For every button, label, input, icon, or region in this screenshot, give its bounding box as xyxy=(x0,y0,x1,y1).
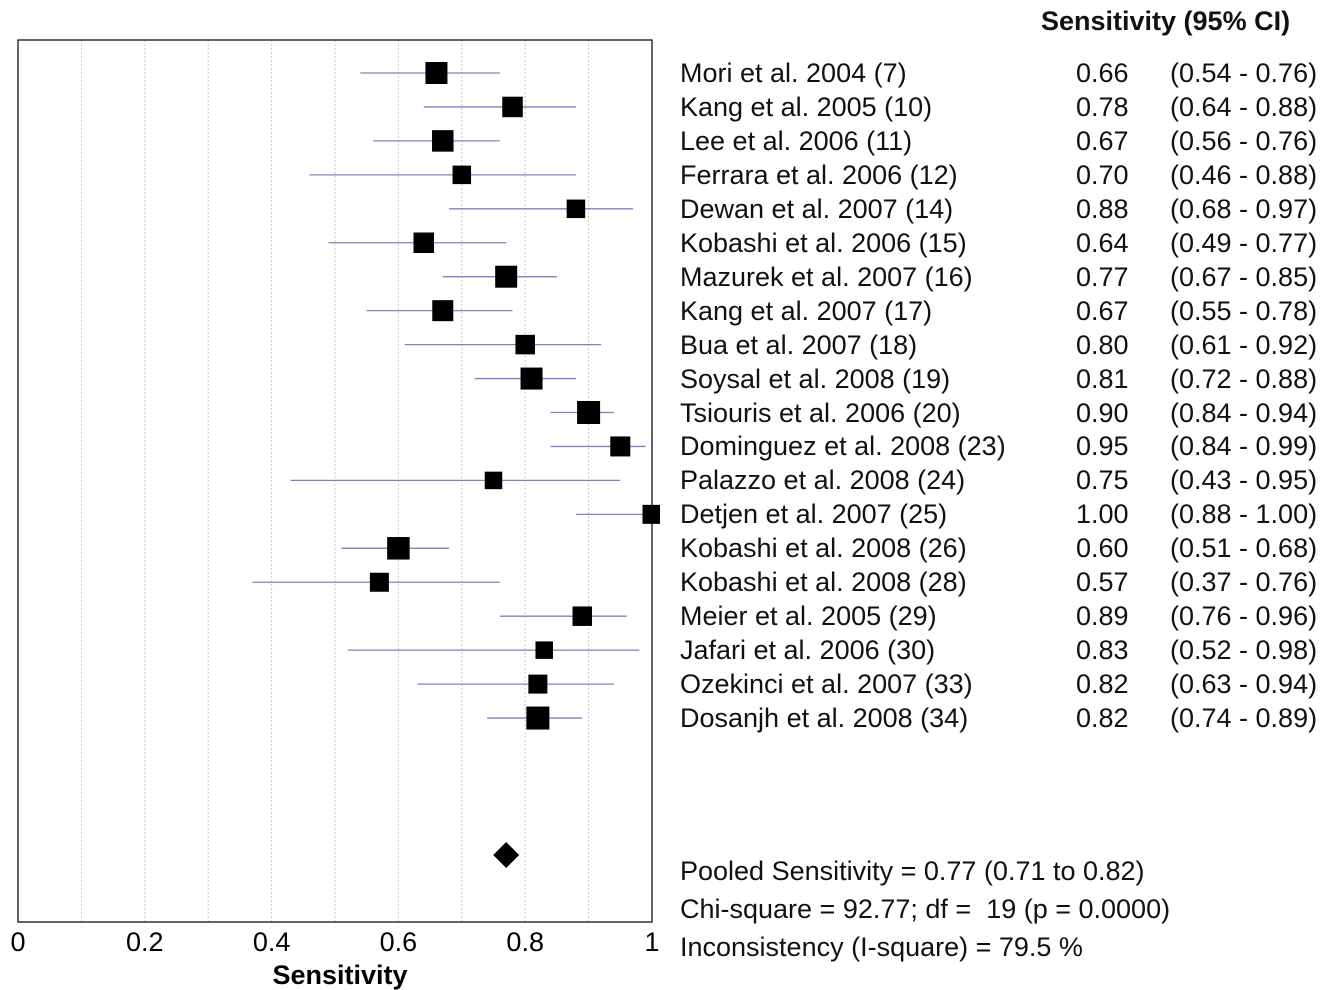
summary-stats: Pooled Sensitivity = 0.77 (0.71 to 0.82)… xyxy=(680,852,1170,966)
study-label: Dewan et al. 2007 (14) xyxy=(680,193,954,224)
study-label: Soysal et al. 2008 (19) xyxy=(680,363,951,394)
study-label: Ozekinci et al. 2007 (33) xyxy=(680,669,973,700)
x-tick-label: 0 xyxy=(10,927,25,957)
study-ci: (0.88 - 1.00) xyxy=(1170,499,1318,530)
study-ci: (0.84 - 0.99) xyxy=(1170,431,1318,462)
study-estimate: 0.60 xyxy=(1076,533,1129,564)
study-marker xyxy=(528,674,548,694)
study-estimate: 0.88 xyxy=(1076,193,1129,224)
x-tick-label: 0.8 xyxy=(506,927,544,957)
study-marker xyxy=(413,232,435,253)
study-label: Kobashi et al. 2006 (15) xyxy=(680,227,967,258)
study-estimate: 0.81 xyxy=(1076,363,1129,394)
study-estimate: 0.78 xyxy=(1076,91,1129,122)
study-marker xyxy=(642,504,660,524)
study-marker xyxy=(452,165,472,185)
study-label: Kobashi et al. 2008 (26) xyxy=(680,533,967,564)
study-ci: (0.52 - 0.98) xyxy=(1170,635,1318,666)
study-estimate: 0.67 xyxy=(1076,125,1129,156)
study-marker xyxy=(425,62,448,84)
study-label: Detjen et al. 2007 (25) xyxy=(680,499,948,530)
study-ci: (0.43 - 0.95) xyxy=(1170,465,1318,496)
study-marker xyxy=(369,572,389,592)
study-estimate: 0.64 xyxy=(1076,227,1129,258)
study-label: Bua et al. 2007 (18) xyxy=(680,329,918,360)
x-axis: 0 0.2 0.4 0.6 0.8 1 xyxy=(10,927,659,957)
study-ci: (0.63 - 0.94) xyxy=(1170,669,1318,700)
study-ci: (0.56 - 0.76) xyxy=(1170,125,1318,156)
study-marker xyxy=(515,334,535,355)
study-marker xyxy=(572,606,593,626)
study-ci: (0.67 - 0.85) xyxy=(1170,261,1318,292)
study-estimate: 0.82 xyxy=(1076,703,1129,734)
study-estimate: 0.89 xyxy=(1076,601,1129,632)
x-tick-label: 0.4 xyxy=(253,927,291,957)
pooled-sensitivity-text: Pooled Sensitivity = 0.77 (0.71 to 0.82) xyxy=(680,856,1145,886)
study-estimate: 0.83 xyxy=(1076,635,1129,666)
study-label: Kang et al. 2007 (17) xyxy=(680,295,933,326)
study-ci: (0.55 - 0.78) xyxy=(1170,295,1318,326)
study-ci: (0.84 - 0.94) xyxy=(1170,397,1318,428)
study-ci: (0.74 - 0.89) xyxy=(1170,703,1318,734)
study-marker xyxy=(495,265,518,288)
study-estimate: 0.80 xyxy=(1076,329,1129,360)
chi-square-text: Chi-square = 92.77; df = 19 (p = 0.0000) xyxy=(680,894,1171,924)
study-label: Kobashi et al. 2008 (28) xyxy=(680,567,967,598)
study-ci: (0.49 - 0.77) xyxy=(1170,227,1318,258)
study-marker xyxy=(432,130,454,152)
study-estimate: 1.00 xyxy=(1076,499,1129,530)
study-label: Mazurek et al. 2007 (16) xyxy=(680,261,973,292)
study-estimate: 0.82 xyxy=(1076,669,1129,700)
study-ci: (0.64 - 0.88) xyxy=(1170,91,1318,122)
forest-plot: 0 0.2 0.4 0.6 0.8 1 Sensitivity xyxy=(10,39,660,990)
study-ci: (0.51 - 0.68) xyxy=(1170,533,1318,564)
study-marker xyxy=(484,471,503,490)
study-estimate: 0.90 xyxy=(1076,397,1129,428)
study-ci: (0.68 - 0.97) xyxy=(1170,193,1318,224)
study-ci: (0.37 - 0.76) xyxy=(1170,567,1318,598)
pooled-diamond xyxy=(493,842,520,868)
study-label: Meier et al. 2005 (29) xyxy=(680,601,937,632)
study-estimate: 0.95 xyxy=(1076,431,1129,462)
study-marker xyxy=(535,641,553,659)
study-marker xyxy=(526,706,550,730)
study-estimate: 0.77 xyxy=(1076,261,1129,292)
study-estimate: 0.75 xyxy=(1076,465,1129,496)
study-label: Palazzo et al. 2008 (24) xyxy=(680,465,966,496)
plot-frame xyxy=(17,39,653,923)
study-estimate: 0.70 xyxy=(1076,159,1129,190)
study-marker xyxy=(610,436,631,457)
x-axis-title: Sensitivity xyxy=(272,960,407,990)
study-marker xyxy=(520,367,543,390)
study-marker xyxy=(387,537,410,560)
inconsistency-text: Inconsistency (I-square) = 79.5 % xyxy=(680,932,1083,962)
study-label: Kang et al. 2005 (10) xyxy=(680,91,933,122)
x-tick-label: 0.6 xyxy=(380,927,418,957)
study-estimate: 0.57 xyxy=(1076,567,1129,598)
study-ci: (0.46 - 0.88) xyxy=(1170,159,1318,190)
study-marker xyxy=(432,300,454,322)
study-ci: (0.72 - 0.88) xyxy=(1170,363,1318,394)
study-ci: (0.61 - 0.92) xyxy=(1170,329,1318,360)
study-estimate: 0.67 xyxy=(1076,295,1129,326)
study-label: Tsiouris et al. 2006 (20) xyxy=(680,397,961,428)
marks-layer xyxy=(252,62,660,868)
study-label: Jafari et al. 2006 (30) xyxy=(680,635,936,666)
study-label: Ferrara et al. 2006 (12) xyxy=(680,159,958,190)
study-marker xyxy=(577,401,601,424)
study-estimate: 0.66 xyxy=(1076,58,1129,88)
study-ci: (0.76 - 0.96) xyxy=(1170,601,1318,632)
column-header: Sensitivity (95% CI) xyxy=(1041,6,1291,36)
study-label: Dosanjh et al. 2008 (34) xyxy=(680,703,969,734)
study-marker xyxy=(566,199,586,219)
study-marker xyxy=(502,96,523,118)
study-label: Dominguez et al. 2008 (23) xyxy=(680,431,1006,462)
x-tick-label: 1 xyxy=(644,927,659,957)
study-ci: (0.54 - 0.76) xyxy=(1170,58,1318,88)
study-label: Mori et al. 2004 (7) xyxy=(680,58,907,88)
x-tick-label: 0.2 xyxy=(126,927,164,957)
study-label: Lee et al. 2006 (11) xyxy=(680,125,913,156)
